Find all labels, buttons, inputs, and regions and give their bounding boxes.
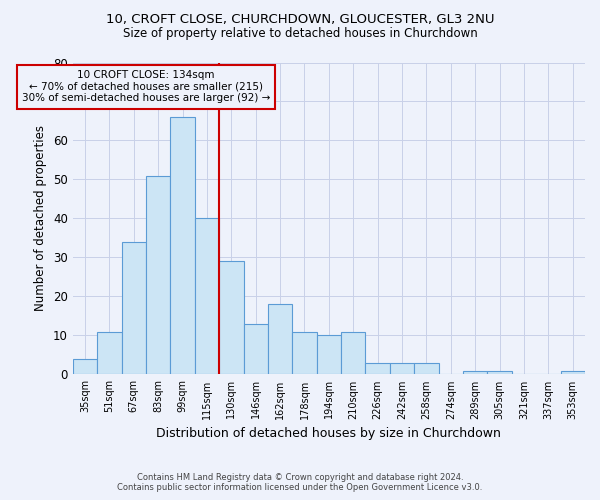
Text: Contains HM Land Registry data © Crown copyright and database right 2024.
Contai: Contains HM Land Registry data © Crown c…	[118, 473, 482, 492]
Text: Size of property relative to detached houses in Churchdown: Size of property relative to detached ho…	[122, 28, 478, 40]
Bar	[292, 332, 317, 374]
Bar	[146, 176, 170, 374]
Bar	[244, 324, 268, 374]
Bar	[560, 370, 585, 374]
Bar	[219, 262, 244, 374]
Bar	[414, 362, 439, 374]
Text: 10 CROFT CLOSE: 134sqm
← 70% of detached houses are smaller (215)
30% of semi-de: 10 CROFT CLOSE: 134sqm ← 70% of detached…	[22, 70, 270, 104]
Bar	[317, 336, 341, 374]
Bar	[195, 218, 219, 374]
Bar	[73, 359, 97, 374]
Bar	[122, 242, 146, 374]
Bar	[97, 332, 122, 374]
X-axis label: Distribution of detached houses by size in Churchdown: Distribution of detached houses by size …	[157, 427, 502, 440]
Y-axis label: Number of detached properties: Number of detached properties	[34, 126, 47, 312]
Bar	[390, 362, 414, 374]
Text: 10, CROFT CLOSE, CHURCHDOWN, GLOUCESTER, GL3 2NU: 10, CROFT CLOSE, CHURCHDOWN, GLOUCESTER,…	[106, 12, 494, 26]
Bar	[341, 332, 365, 374]
Bar	[487, 370, 512, 374]
Bar	[268, 304, 292, 374]
Bar	[170, 117, 195, 374]
Bar	[463, 370, 487, 374]
Bar	[365, 362, 390, 374]
